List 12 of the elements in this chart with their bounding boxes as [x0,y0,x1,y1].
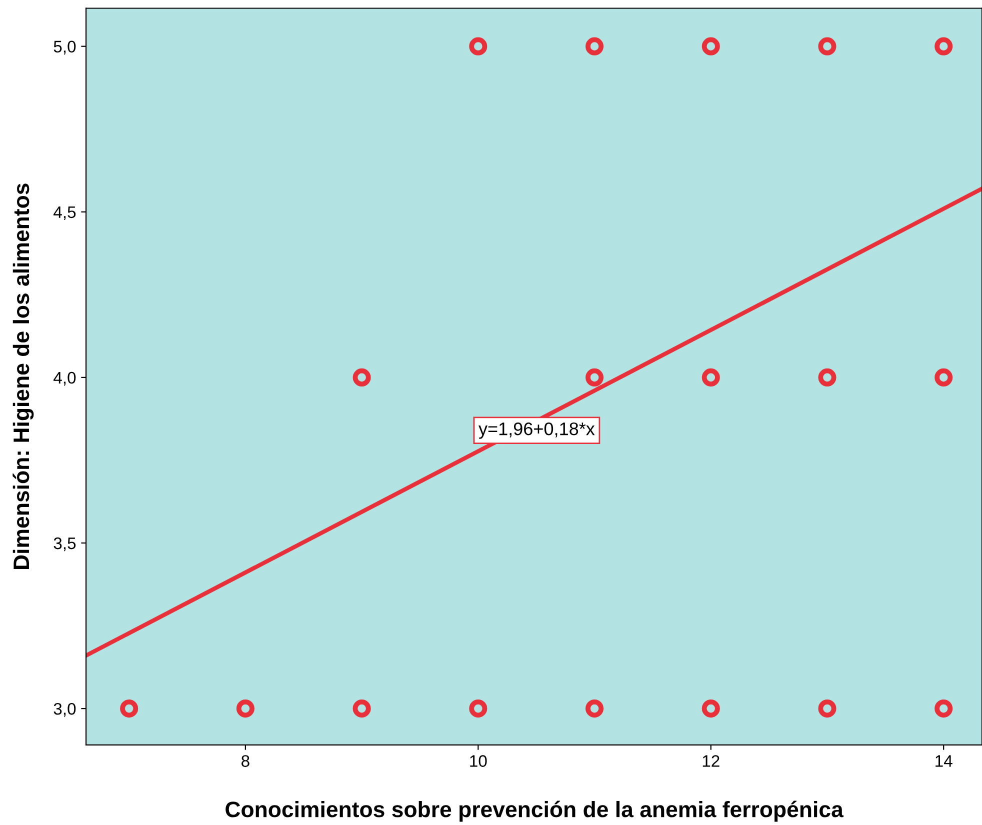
y-tick-label: 3,5 [54,537,76,552]
y-tick-label: 4,0 [54,372,76,386]
y-tick-label: 3,0 [54,702,76,717]
x-tick-label: 12 [702,755,720,767]
x-tick-label: 8 [242,755,250,767]
y-tick-label: 5,0 [54,40,76,54]
x-axis-title: Conocimientos sobre prevención de la anemia ferropénica [226,800,844,822]
y-axis-title: Dimensión: Higiene de los alimentos [12,184,34,569]
x-tick-label: 10 [470,755,487,767]
annotation: y=1,96+0,18*x [478,422,595,439]
x-tick-label: 14 [936,755,952,767]
y-tick-label: 4,5 [54,206,76,220]
